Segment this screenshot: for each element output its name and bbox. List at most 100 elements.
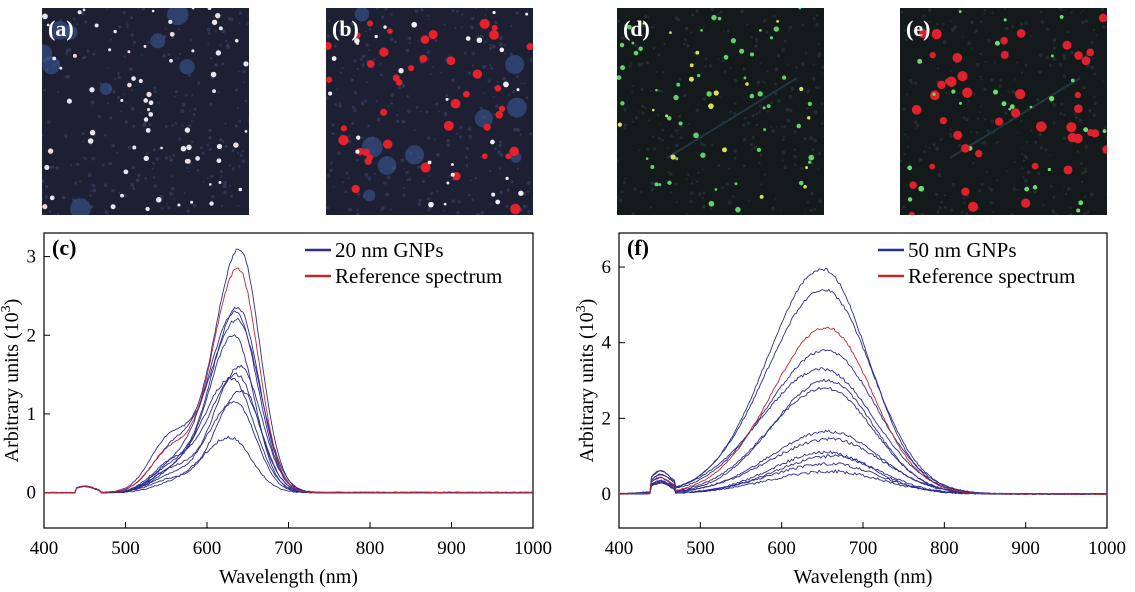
- noise-dot: [649, 89, 653, 92]
- noise-dot: [339, 71, 342, 74]
- noise-dot: [482, 64, 487, 69]
- noise-dot: [1101, 25, 1105, 29]
- noise-dot: [949, 135, 953, 139]
- noise-dot: [650, 26, 654, 29]
- particle-dot: [450, 172, 455, 177]
- particle-dot: [380, 108, 388, 116]
- particle-dot: [917, 58, 923, 64]
- particle-dot: [1074, 91, 1082, 99]
- particle-dot: [145, 206, 150, 212]
- noise-dot: [336, 88, 339, 91]
- noise-dot: [429, 73, 432, 75]
- noise-dot: [631, 212, 635, 215]
- noise-dot: [973, 31, 976, 34]
- particle-dot: [123, 169, 129, 175]
- noise-dot: [124, 120, 129, 124]
- noise-dot: [397, 85, 402, 90]
- noise-dot: [390, 102, 394, 105]
- particle-dot: [463, 90, 470, 98]
- noise-dot: [461, 13, 464, 16]
- particle-dot: [1000, 50, 1009, 60]
- noise-dot: [740, 212, 743, 215]
- sample-spectrum: [43, 389, 534, 494]
- noise-dot: [127, 145, 132, 150]
- particle-dot: [908, 211, 915, 215]
- noise-dot: [806, 89, 811, 93]
- particle-dot: [773, 26, 779, 32]
- noise-dot: [746, 23, 749, 27]
- noise-dot: [387, 104, 390, 108]
- noise-dot: [208, 128, 212, 133]
- noise-dot: [937, 209, 940, 212]
- noise-dot: [683, 93, 687, 98]
- chart-c: 400 500 600 700 800 900 1000 0 1 2 3 Wavelength (nm…: [0, 232, 552, 588]
- noise-dot: [647, 16, 650, 19]
- noise-dot: [1016, 61, 1019, 64]
- particle-dot: [932, 92, 936, 96]
- noise-dot: [503, 52, 506, 55]
- noise-dot: [680, 125, 683, 129]
- noise-dot: [126, 23, 129, 26]
- noise-dot: [207, 176, 209, 179]
- noise-dot: [43, 212, 46, 215]
- noise-dot: [1084, 195, 1087, 198]
- noise-dot: [142, 123, 147, 128]
- noise-dot: [1084, 19, 1089, 23]
- noise-dot: [652, 135, 655, 138]
- particle-dot: [669, 31, 672, 34]
- noise-dot: [974, 29, 979, 33]
- noise-dot: [65, 48, 69, 52]
- noise-dot: [202, 181, 205, 183]
- noise-dot: [661, 138, 665, 142]
- noise-dot: [813, 110, 818, 115]
- noise-dot: [88, 194, 92, 197]
- noise-dot: [755, 38, 758, 41]
- noise-dot: [237, 204, 240, 207]
- noise-dot: [793, 130, 797, 134]
- particle-dot: [146, 91, 152, 97]
- noise-dot: [516, 128, 520, 132]
- noise-dot: [153, 90, 157, 94]
- noise-dot: [908, 78, 913, 83]
- noise-dot: [648, 119, 651, 122]
- noise-dot: [781, 150, 786, 155]
- noise-dot: [1025, 140, 1029, 144]
- noise-dot: [239, 153, 243, 157]
- noise-dot: [983, 9, 987, 12]
- noise-dot: [520, 82, 522, 85]
- noise-dot: [356, 192, 361, 196]
- noise-dot: [949, 19, 952, 23]
- noise-dot: [710, 20, 713, 23]
- noise-dot: [222, 30, 225, 34]
- noise-dot: [704, 65, 708, 68]
- noise-dot: [341, 67, 344, 70]
- particle-dot: [525, 12, 529, 16]
- noise-dot: [623, 177, 626, 180]
- background-blob: [150, 33, 166, 49]
- particle-dot: [44, 164, 50, 171]
- noise-dot: [702, 191, 706, 195]
- noise-dot: [815, 23, 819, 27]
- noise-dot: [928, 21, 931, 24]
- particle-dot: [952, 52, 963, 63]
- noise-dot: [116, 151, 119, 154]
- particle-dot: [383, 25, 387, 29]
- noise-dot: [986, 129, 991, 133]
- noise-dot: [1020, 167, 1024, 170]
- particle-dot: [796, 123, 802, 129]
- noise-dot: [983, 12, 986, 15]
- noise-dot: [176, 57, 179, 60]
- noise-dot: [721, 186, 725, 190]
- noise-dot: [497, 150, 501, 154]
- noise-dot: [1103, 79, 1105, 82]
- noise-dot: [131, 165, 136, 170]
- noise-dot: [109, 38, 112, 41]
- noise-dot: [1014, 79, 1016, 81]
- noise-dot: [366, 81, 368, 84]
- sample-spectrum: [618, 267, 1108, 495]
- noise-dot: [1020, 153, 1024, 156]
- noise-dot: [679, 136, 683, 140]
- particle-dot: [326, 41, 332, 51]
- background-blob: [404, 145, 425, 165]
- noise-dot: [700, 72, 703, 75]
